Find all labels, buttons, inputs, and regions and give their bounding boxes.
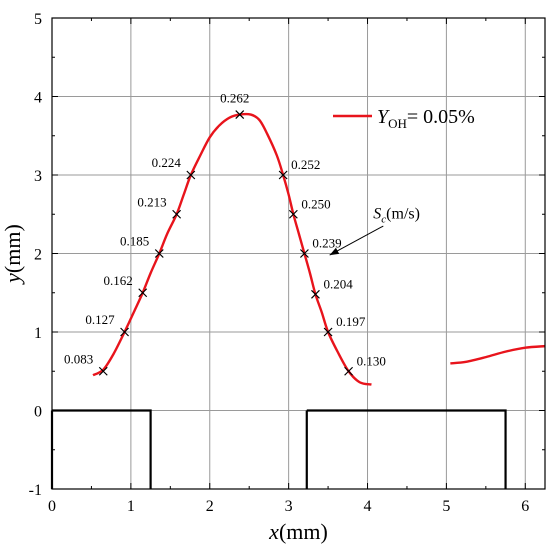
y-tick-label: 0 (34, 404, 42, 421)
grid-lines (52, 18, 545, 489)
data-marker (288, 209, 298, 219)
data-label: 0.239 (312, 236, 341, 251)
obstacle-outline (306, 409, 507, 489)
data-marker (120, 327, 129, 337)
annotation-arrow-head (329, 247, 340, 256)
obstacle-outline (52, 409, 152, 489)
data-markers (98, 110, 354, 376)
x-tick-label: 4 (364, 498, 372, 515)
y-axis-label: y(mm) (0, 224, 25, 285)
data-label: 0.224 (152, 155, 182, 170)
data-marker (299, 249, 309, 258)
series-line (92, 112, 372, 386)
y-tick-label: 4 (34, 90, 42, 107)
data-marker (344, 366, 354, 376)
speed-annotation: Sc(m/s) (329, 205, 420, 256)
x-tick-label: 5 (442, 498, 450, 515)
data-label: 0.127 (85, 312, 115, 327)
data-labels: 0.083 0.127 0.162 0.185 0.213 0.224 0.262 0.252… (64, 91, 386, 369)
data-label: 0.262 (220, 91, 249, 106)
annotation-var: S (373, 205, 381, 222)
x-axis-unit: (mm) (279, 519, 328, 544)
data-marker (278, 170, 288, 180)
data-label: 0.185 (120, 234, 149, 249)
data-marker (235, 110, 245, 119)
data-marker (98, 366, 108, 376)
annotation-rest: (m/s) (386, 205, 420, 222)
annotation-label: Sc(m/s) (373, 205, 420, 225)
x-tick-label: 6 (521, 498, 529, 515)
data-marker (311, 289, 320, 299)
legend: YOH= 0.05% (333, 106, 475, 131)
data-label: 0.204 (323, 276, 353, 291)
y-tick-label: 5 (34, 11, 42, 28)
legend-label: YOH= 0.05% (377, 106, 475, 131)
data-marker (172, 209, 182, 219)
data-label: 0.083 (64, 351, 93, 366)
legend-var: Y (377, 106, 390, 128)
y-tick-label: 1 (34, 325, 42, 342)
x-tick-label: 2 (206, 498, 214, 515)
data-label: 0.213 (137, 194, 166, 209)
x-tick-label: 3 (285, 498, 293, 515)
legend-rest: = 0.05% (407, 106, 475, 128)
annotation-sub: c (381, 213, 386, 225)
x-axis-label: x(mm) (268, 519, 328, 544)
data-marker (323, 327, 333, 337)
legend-sub: OH (388, 116, 407, 131)
y-tick-label: -1 (29, 482, 42, 499)
series-line (450, 344, 546, 365)
y-tick-label: 3 (34, 168, 42, 185)
data-label: 0.130 (357, 353, 386, 368)
data-marker (154, 249, 164, 258)
data-label: 0.250 (301, 196, 330, 211)
data-marker (186, 170, 196, 180)
obstacles (50, 409, 507, 489)
x-axis-var: x (268, 519, 279, 544)
x-tick-label: 0 (48, 498, 56, 515)
y-axis-unit: (mm) (0, 224, 25, 273)
data-label: 0.252 (291, 157, 320, 172)
series-lines (92, 112, 546, 386)
axis-ticks: 0 1 2 3 4 5 6 -1 0 1 2 3 4 5 (29, 11, 545, 515)
data-marker (138, 288, 148, 298)
x-tick-label: 1 (127, 498, 135, 515)
data-label: 0.162 (103, 273, 132, 288)
y-axis-var: y (0, 273, 25, 285)
data-label: 0.197 (336, 314, 366, 329)
annotation-arrow-line (329, 225, 384, 256)
y-tick-label: 2 (34, 247, 42, 264)
